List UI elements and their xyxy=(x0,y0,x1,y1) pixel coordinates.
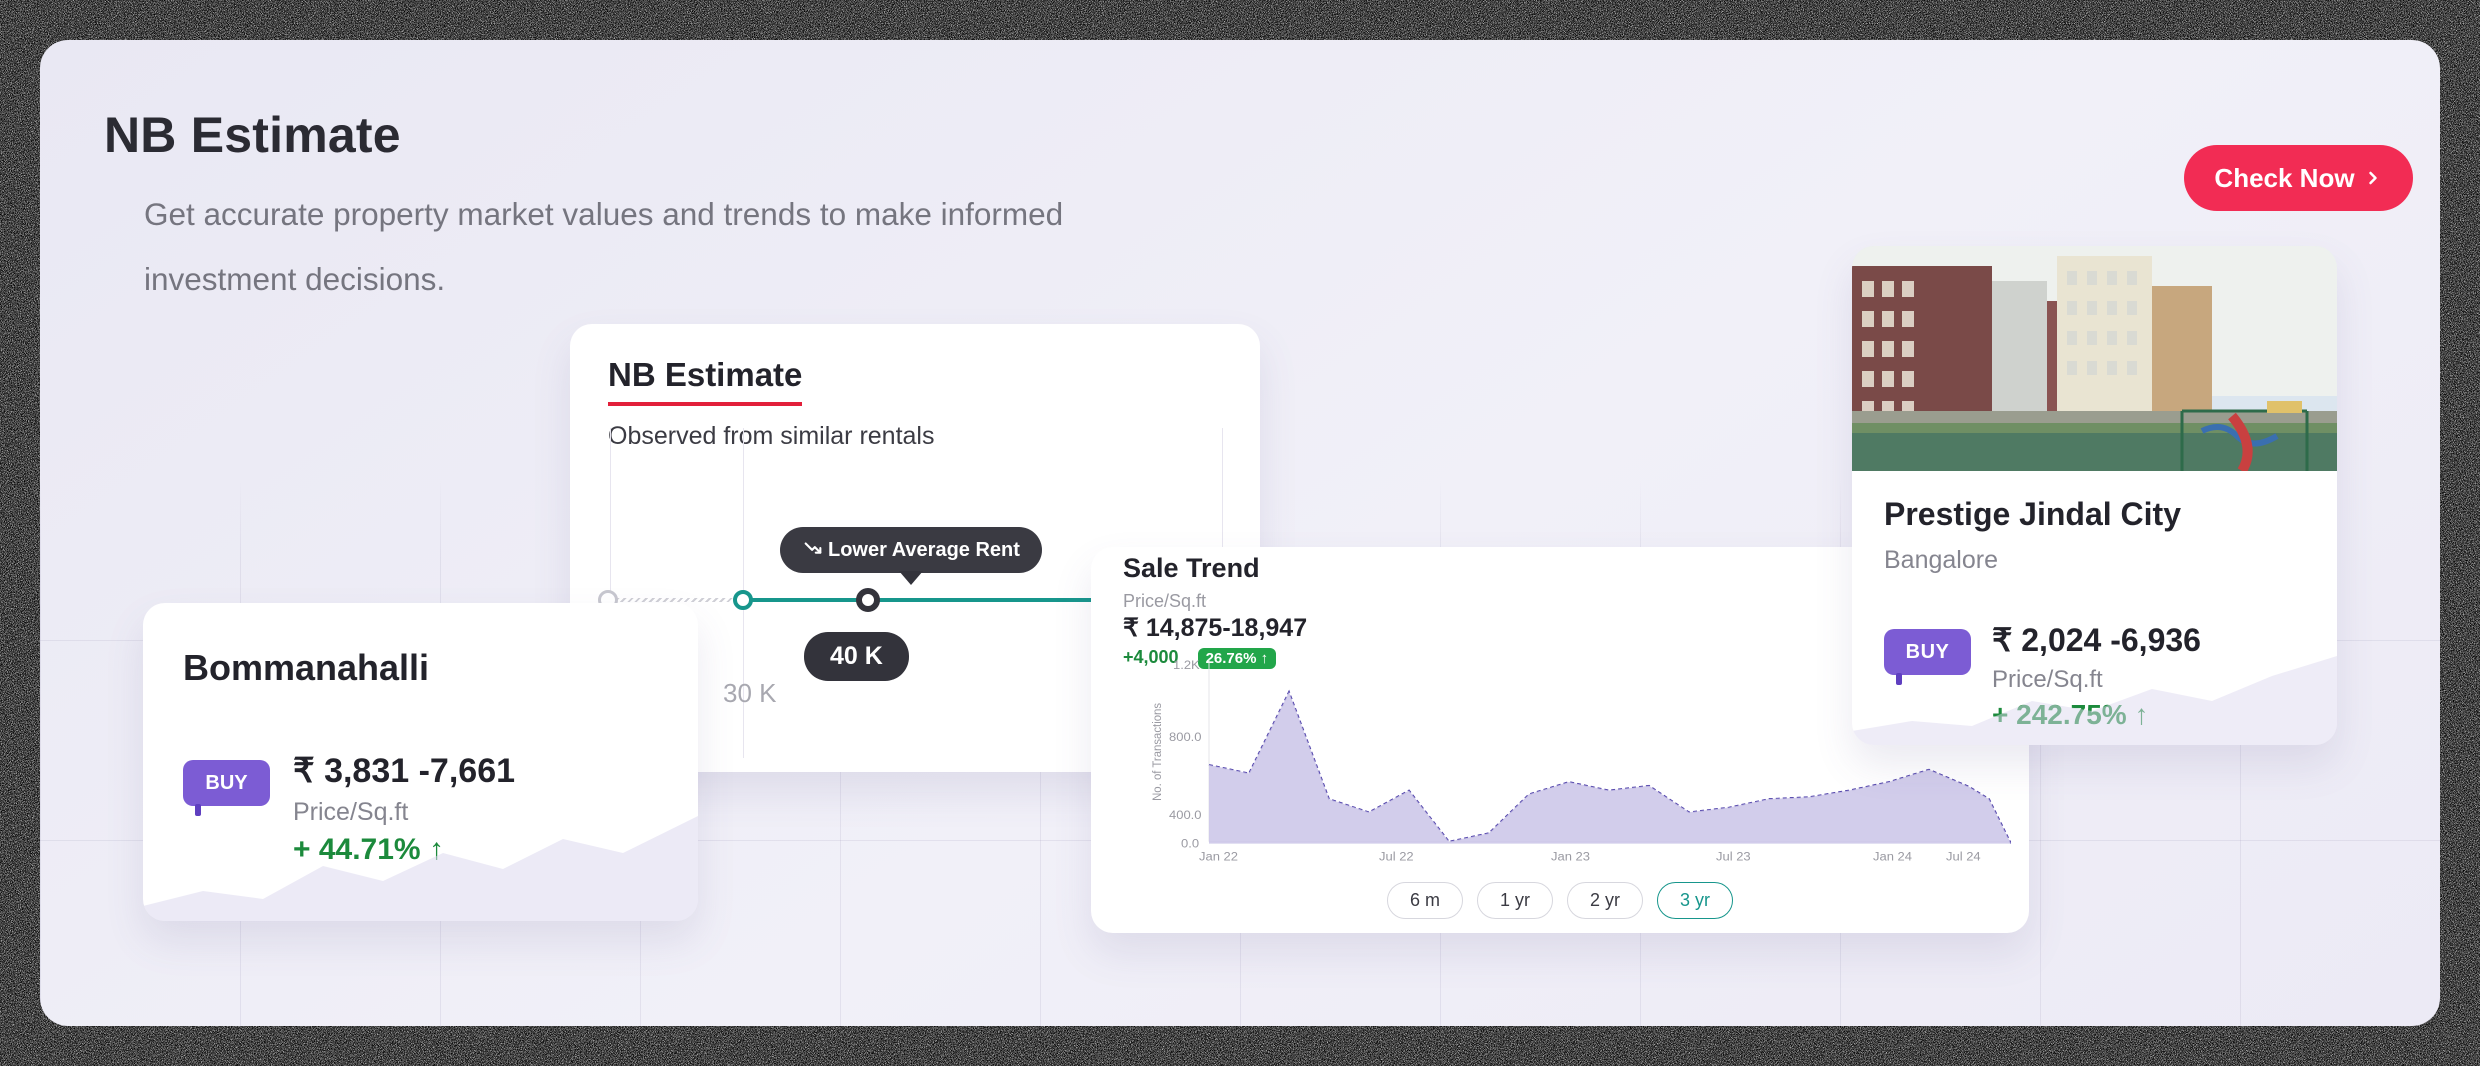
svg-text:Jul 22: Jul 22 xyxy=(1379,850,1414,864)
svg-text:Jul 23: Jul 23 xyxy=(1716,850,1751,864)
svg-text:Jan 22: Jan 22 xyxy=(1199,850,1238,864)
svg-text:Jul 24: Jul 24 xyxy=(1946,850,1981,864)
svg-text:1.2K: 1.2K xyxy=(1173,658,1200,672)
svg-text:No. of Transactions: No. of Transactions xyxy=(1151,703,1164,801)
svg-text:800.0: 800.0 xyxy=(1169,730,1202,744)
svg-text:0.0: 0.0 xyxy=(1181,837,1199,851)
svg-text:Jan 24: Jan 24 xyxy=(1873,850,1912,864)
svg-text:400.0: 400.0 xyxy=(1169,808,1202,822)
svg-text:Jan 23: Jan 23 xyxy=(1551,850,1590,864)
